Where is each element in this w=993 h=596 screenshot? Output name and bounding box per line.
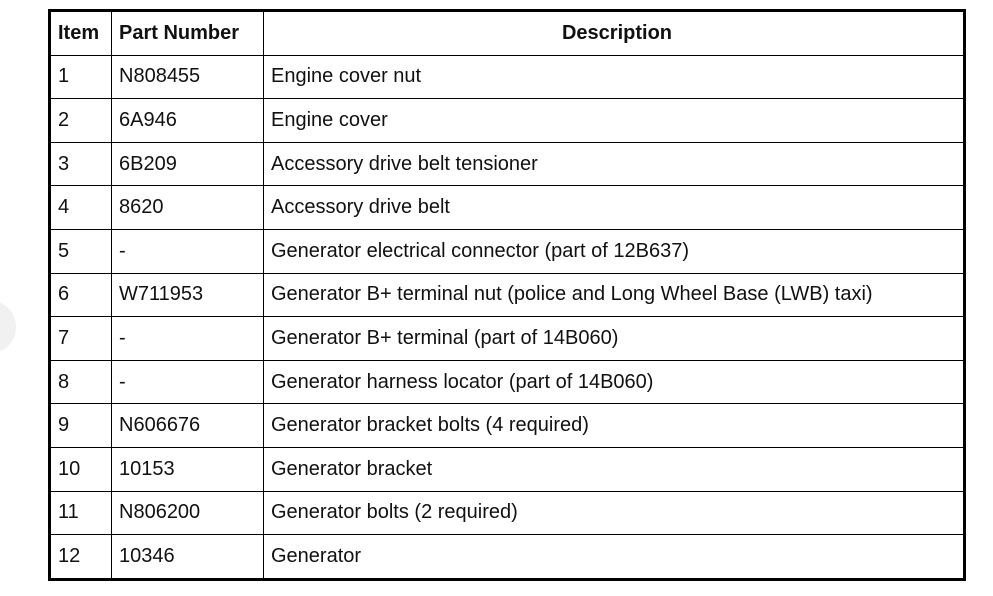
cell-item: 8 <box>49 359 112 405</box>
cell-description: Generator bracket <box>263 446 965 492</box>
cell-item: 5 <box>49 228 112 274</box>
cell-part-number: - <box>111 359 264 405</box>
cell-description: Generator bracket bolts (4 required) <box>263 403 965 448</box>
table-row: 11 N806200 Generator bolts (2 required) <box>49 490 965 536</box>
cell-description: Generator B+ terminal nut (police and Lo… <box>263 272 965 318</box>
table-row: 2 6A946 Engine cover <box>49 98 965 143</box>
cell-description: Generator B+ terminal (part of 14B060) <box>263 316 965 361</box>
cell-part-number: 10346 <box>111 534 264 580</box>
cell-part-number: 6B209 <box>111 141 264 187</box>
background-circle <box>0 300 16 354</box>
cell-item: 9 <box>49 403 112 448</box>
cell-description: Engine cover nut <box>263 54 965 100</box>
cell-item: 1 <box>49 54 112 100</box>
cell-part-number: 8620 <box>111 185 264 230</box>
header-row: Item Part Number Description <box>49 10 965 56</box>
cell-description: Generator harness locator (part of 14B06… <box>263 359 965 405</box>
cell-item: 12 <box>49 534 112 580</box>
table-row: 9 N606676 Generator bracket bolts (4 requi… <box>49 403 965 448</box>
table-row: 8- Generator harness locator (part of 14B… <box>49 359 965 405</box>
table-row: 3 6B209 Accessory drive belt tensioner <box>49 141 965 187</box>
cell-part-number: 6A946 <box>111 98 264 143</box>
cell-item: 10 <box>49 446 112 492</box>
cell-description: Accessory drive belt tensioner <box>263 141 965 187</box>
parts-table: Item Part Number Description 1 N808455 Eng… <box>48 9 966 581</box>
cell-part-number: W711953 <box>111 272 264 318</box>
cell-part-number: - <box>111 228 264 274</box>
cell-item: 7 <box>49 316 112 361</box>
cell-part-number: - <box>111 316 264 361</box>
cell-description: Engine cover <box>263 98 965 143</box>
header-item: Item <box>49 10 112 56</box>
cell-item: 2 <box>49 98 112 143</box>
cell-description: Generator bolts (2 required) <box>263 490 965 536</box>
cell-description: Generator <box>263 534 965 580</box>
header-description: Description <box>263 10 965 56</box>
table-row: 10 10153 Generator bracket <box>49 446 965 492</box>
cell-item: 3 <box>49 141 112 187</box>
cell-item: 4 <box>49 185 112 230</box>
cell-part-number: 10153 <box>111 446 264 492</box>
table-row: 5- Generator electrical connector (part o… <box>49 228 965 274</box>
table-row: 4 8620 Accessory drive belt <box>49 185 965 230</box>
cell-part-number: N806200 <box>111 490 264 536</box>
header-part-number: Part Number <box>111 10 264 56</box>
cell-item: 6 <box>49 272 112 318</box>
cell-description: Generator electrical connector (part of … <box>263 228 965 274</box>
table-row: 7- Generator B+ terminal (part of 14B060) <box>49 316 965 361</box>
cell-description: Accessory drive belt <box>263 185 965 230</box>
table-row: 6 W711953 Generator B+ terminal nut (polic… <box>49 272 965 318</box>
cell-part-number: N808455 <box>111 54 264 100</box>
cell-item: 11 <box>49 490 112 536</box>
table-row: 1 N808455 Engine cover nut <box>49 54 965 100</box>
table-row: 12 10346 Generator <box>49 534 965 580</box>
cell-part-number: N606676 <box>111 403 264 448</box>
